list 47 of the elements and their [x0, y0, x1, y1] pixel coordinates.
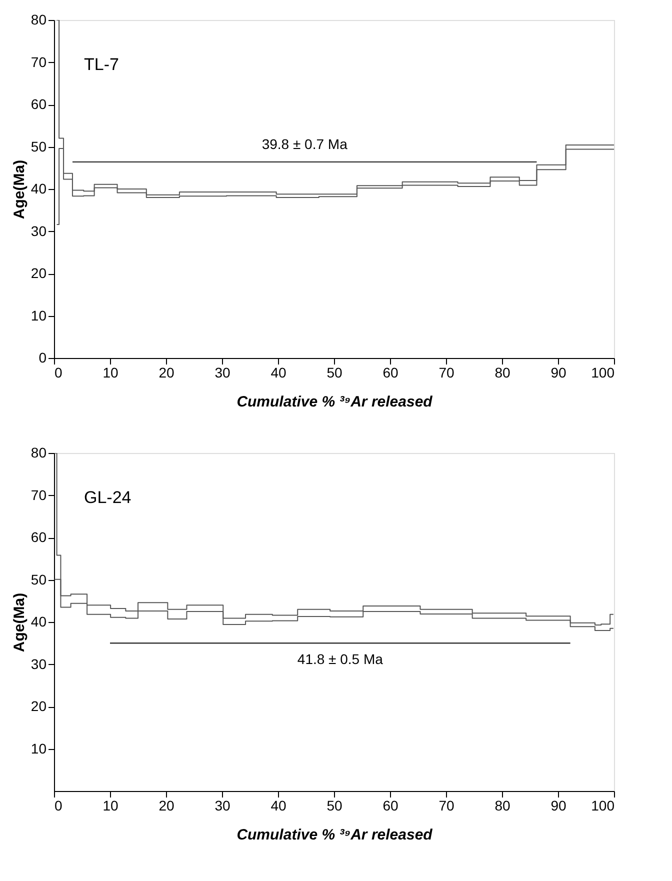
x-tick-label: 60 [382, 364, 398, 380]
x-tick-label: 70 [438, 798, 454, 814]
x-tick-label: 60 [382, 798, 398, 814]
x-tick-label: 40 [270, 798, 286, 814]
x-tick-label: 20 [158, 798, 174, 814]
x-tick-label: 20 [158, 364, 174, 380]
x-tick-label: 0 [54, 798, 62, 814]
x-tick-label: 30 [214, 798, 230, 814]
x-tick-label: 70 [438, 364, 454, 380]
y-tick-label: 10 [30, 740, 47, 756]
y-tick-label: 0 [38, 350, 47, 366]
y-tick-label: 60 [30, 529, 47, 545]
x-tick-label: 10 [102, 364, 118, 380]
x-tick-label: 90 [550, 364, 566, 380]
x-tick-label: 50 [326, 364, 342, 380]
y-tick-label: 30 [30, 656, 47, 672]
text: GL-24 [84, 488, 132, 507]
y-tick-label: 20 [30, 698, 47, 714]
y-tick-label: 40 [30, 614, 47, 630]
y-tick-label: 80 [30, 444, 47, 460]
text: TL-7 [84, 55, 119, 74]
annotation: 39.8 ± 0.7 Ma [262, 136, 348, 152]
y-tick-label: 50 [30, 571, 47, 588]
y-tick-label: 30 [30, 222, 47, 239]
y-tick-label: 20 [30, 265, 47, 281]
x-tick-label: 90 [550, 798, 566, 814]
x-tick-label: 0 [54, 364, 62, 380]
y-axis-title: Age(Ma) [10, 160, 28, 220]
y-tick-label: 80 [30, 12, 47, 28]
x-tick-label: 30 [214, 364, 230, 380]
y-tick-label: 60 [30, 96, 47, 112]
x-tick-label: 80 [494, 798, 510, 814]
x-tick-label: 80 [494, 364, 510, 380]
x-axis-title: Cumulative % ³⁹Ar released [236, 394, 434, 410]
y-axis-title: Age(Ma) [10, 592, 28, 652]
annotation: 41.8 ± 0.5 Ma [297, 651, 384, 668]
x-tick-label: 100 [591, 798, 615, 814]
y-tick-label: 40 [30, 180, 47, 196]
x-tick-label: 50 [326, 798, 342, 814]
x-tick-label: 10 [102, 798, 118, 814]
x-tick-label: 40 [270, 364, 286, 380]
x-axis-title: Cumulative % ³⁹Ar released [236, 826, 434, 844]
x-tick-label: 100 [591, 364, 615, 380]
y-tick-label: 70 [30, 486, 47, 503]
y-tick-label: 70 [30, 54, 47, 70]
y-tick-label: 50 [30, 138, 47, 154]
y-tick-label: 10 [30, 307, 47, 324]
